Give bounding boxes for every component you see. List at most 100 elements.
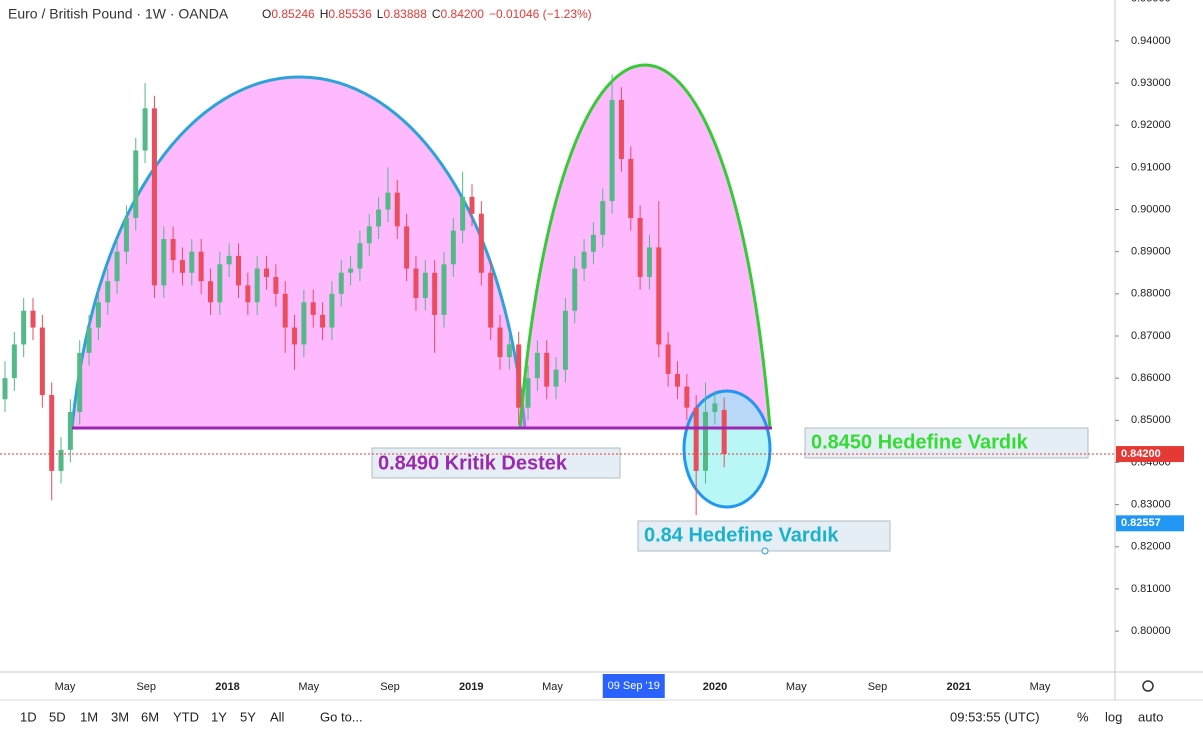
- auto-toggle[interactable]: auto: [1138, 709, 1163, 724]
- candle-body: [544, 352, 550, 387]
- y-tick-label: 0.90000: [1131, 203, 1171, 215]
- left-arc: [70, 75, 527, 429]
- pattern-fill: [520, 65, 770, 428]
- range-button[interactable]: 1Y: [211, 709, 227, 724]
- candle-body: [189, 251, 195, 273]
- right-arc: [518, 63, 772, 429]
- candle-body: [217, 264, 223, 303]
- x-tick-label: 2021: [947, 681, 971, 693]
- candle-body: [245, 285, 251, 303]
- candle-body: [646, 247, 652, 277]
- candle-body: [30, 310, 36, 328]
- candle-body: [273, 276, 279, 294]
- annotation-box: [371, 447, 621, 479]
- candle-body: [39, 327, 45, 396]
- y-tick-label: 0.91000: [1131, 161, 1171, 173]
- y-tick-label: 0.85000: [1131, 414, 1171, 426]
- range-button[interactable]: 3M: [111, 709, 129, 724]
- range-button[interactable]: 6M: [141, 709, 159, 724]
- candle-body: [432, 272, 438, 315]
- y-tick-label: 0.92000: [1131, 119, 1171, 131]
- candle-body: [460, 196, 466, 231]
- value: 0.83888: [383, 7, 427, 21]
- candle-body: [282, 293, 288, 328]
- candles: [2, 74, 727, 516]
- y-tick-label: 0.87000: [1131, 330, 1171, 342]
- range-button[interactable]: 5Y: [240, 709, 256, 724]
- candle-body: [497, 327, 503, 358]
- x-tick-label: May: [55, 681, 76, 693]
- candle-body: [534, 352, 540, 379]
- range-button[interactable]: YTD: [173, 709, 199, 724]
- x-tick-label: Sep: [868, 681, 888, 693]
- candle-body: [450, 230, 456, 265]
- candle-body: [366, 226, 372, 244]
- y-tick-label: 0.88000: [1131, 288, 1171, 300]
- x-tick-label: 2020: [703, 681, 727, 693]
- candle-body: [516, 344, 522, 408]
- candle-body: [86, 327, 92, 353]
- candle-body: [338, 272, 344, 294]
- y-tick-label: 0.82000: [1131, 541, 1171, 553]
- candle-body: [674, 373, 680, 387]
- x-tick-label: May: [786, 681, 807, 693]
- x-tick-label: 2018: [215, 681, 239, 693]
- x-tick-label: May: [542, 681, 563, 693]
- candle-body: [525, 378, 531, 408]
- candle-body: [693, 407, 699, 471]
- range-button[interactable]: 1D: [20, 709, 37, 724]
- label: L: [377, 7, 384, 21]
- goto-button[interactable]: Go to...: [320, 709, 363, 724]
- candle-body: [600, 201, 606, 235]
- anchor-handle: [761, 547, 769, 555]
- candle-body: [581, 251, 587, 269]
- candle-body: [422, 272, 428, 299]
- candle-body: [637, 217, 643, 277]
- candle-body: [236, 255, 241, 286]
- candle-body: [133, 150, 139, 218]
- candle-body: [142, 108, 148, 151]
- candle-body: [320, 314, 326, 328]
- candle-body: [207, 281, 213, 303]
- candle-body: [684, 386, 690, 408]
- candle-body: [478, 213, 484, 273]
- annotation: 0.8490 Kritik Destek: [378, 452, 568, 474]
- candle-body: [198, 251, 204, 282]
- candle-body: [179, 260, 185, 273]
- annotation-box: [804, 427, 1089, 459]
- y-tick-label: 0.94000: [1131, 35, 1171, 47]
- candle-body: [11, 344, 17, 379]
- candle-body: [292, 327, 298, 345]
- settings-icon[interactable]: [1142, 680, 1154, 692]
- candle-body: [618, 99, 624, 159]
- candle-body: [656, 247, 662, 345]
- log-toggle[interactable]: log: [1105, 709, 1122, 724]
- candle-body: [58, 449, 64, 471]
- time-highlight: [602, 674, 665, 698]
- candle-body: [488, 272, 494, 328]
- candle-body: [394, 192, 400, 227]
- percent-toggle[interactable]: %: [1077, 709, 1089, 724]
- time-axis: May Sep 2018 May Sep 2019 May 09 Sep '19 2020 May…: [55, 674, 1051, 698]
- candle-body: [385, 192, 391, 210]
- range-button[interactable]: 1M: [80, 709, 98, 724]
- candle-body: [469, 196, 475, 214]
- label: O: [262, 7, 271, 21]
- range-button[interactable]: 5D: [49, 709, 66, 724]
- candle-body: [348, 268, 354, 273]
- clock: 09:53:55 (UTC): [950, 709, 1040, 724]
- candle-body: [310, 302, 316, 315]
- candle-body: [628, 158, 634, 218]
- candle-body: [2, 378, 8, 400]
- price-tag: [1116, 515, 1184, 532]
- candle-body: [95, 302, 101, 328]
- candle-body: [21, 310, 27, 345]
- candle-body: [553, 369, 559, 387]
- y-tick-label: 0.83000: [1131, 499, 1171, 511]
- price-tag: [1116, 446, 1184, 463]
- candle-body: [721, 409, 727, 455]
- range-button[interactable]: All: [270, 709, 285, 724]
- candle-body: [590, 234, 596, 252]
